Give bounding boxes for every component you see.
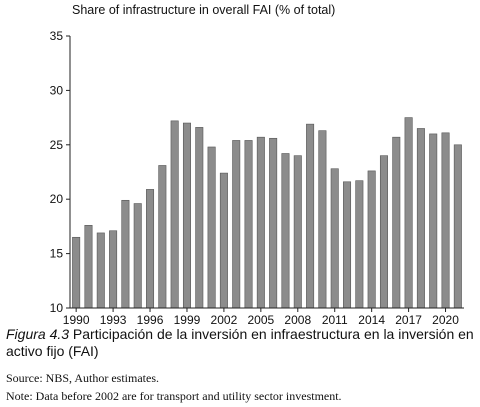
figure-label: Figura 4.3: [6, 326, 70, 342]
bar-1991: [84, 225, 93, 309]
source-line: Source: NBS, Author estimates.: [6, 371, 159, 385]
figure-caption-text: Participación de la inversión en infraes…: [6, 326, 474, 359]
x-tick-label: 2020: [432, 313, 459, 327]
bar-2013: [355, 180, 364, 309]
y-tick-label: 25: [50, 138, 64, 152]
x-tick-label: 2014: [358, 313, 385, 327]
bar-2012: [343, 181, 352, 309]
bar-2004: [244, 140, 253, 309]
x-tick-label: 1990: [63, 313, 90, 327]
bar-1996: [146, 189, 155, 309]
bar-2015: [379, 155, 388, 309]
x-tick-label: 2008: [284, 313, 311, 327]
x-tick-label: 2005: [247, 313, 274, 327]
y-tick-label: 15: [50, 247, 64, 261]
bars-group: [72, 117, 462, 309]
chart-title: Share of infrastructure in overall FAI (…: [72, 3, 335, 17]
bar-2000: [195, 127, 204, 309]
y-axis: 10 15 20 25 30 35: [50, 29, 71, 315]
y-tick-label: 35: [50, 29, 64, 43]
bar-1993: [109, 230, 118, 309]
x-tick-label: 1999: [174, 313, 201, 327]
bar-chart: Share of infrastructure in overall FAI (…: [50, 3, 464, 327]
x-tick-label: 1996: [137, 313, 164, 327]
bar-2007: [281, 153, 290, 309]
bar-2018: [416, 128, 425, 309]
bar-1992: [96, 232, 105, 309]
note-line: Note: Data before 2002 are for transport…: [6, 389, 342, 403]
bar-2011: [330, 168, 339, 309]
bar-2006: [269, 137, 278, 309]
bar-1995: [133, 203, 142, 309]
bar-2008: [293, 155, 302, 309]
bar-2005: [256, 136, 265, 309]
x-tick-label: 2011: [322, 313, 348, 327]
bar-1999: [182, 122, 191, 309]
bar-2021: [453, 144, 462, 309]
x-tick-label: 2017: [395, 313, 422, 327]
bar-2014: [367, 170, 376, 309]
x-tick-label: 2002: [211, 313, 238, 327]
y-tick-label: 20: [50, 192, 64, 206]
y-tick-label: 10: [50, 301, 64, 315]
bar-2003: [232, 140, 241, 309]
bar-2019: [429, 133, 438, 309]
bar-2010: [318, 130, 327, 309]
bar-1997: [158, 165, 167, 309]
x-tick-label: 1993: [100, 313, 127, 327]
figure-caption: Figura 4.3 Participación de la inversión…: [6, 326, 476, 360]
bar-2001: [207, 146, 216, 309]
bar-1990: [72, 236, 81, 309]
bar-2016: [392, 136, 401, 309]
bar-2017: [404, 117, 413, 309]
x-axis: 1990 1993 1996 1999 2002 2005 2008 2011 2014 2017…: [63, 307, 464, 327]
bar-2002: [219, 172, 228, 309]
bar-2020: [441, 132, 450, 309]
y-tick-label: 30: [50, 83, 64, 97]
bar-2009: [306, 123, 315, 309]
bar-1994: [121, 199, 130, 309]
bar-1998: [170, 120, 179, 309]
